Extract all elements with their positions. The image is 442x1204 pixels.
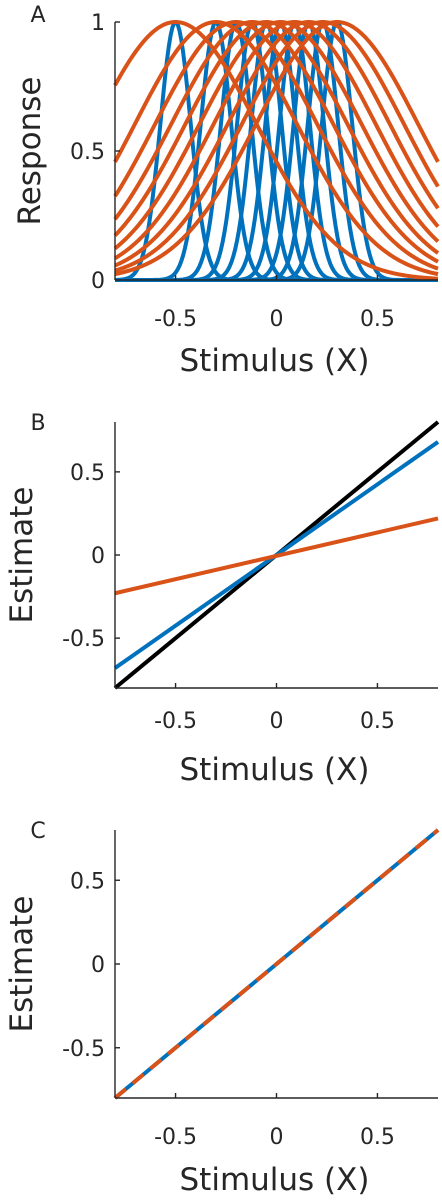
panel-letter: C bbox=[30, 819, 45, 844]
y-axis-label: Estimate bbox=[4, 896, 40, 1033]
panel-letter: A bbox=[30, 3, 45, 28]
y-tick-label: -0.5 bbox=[62, 627, 105, 652]
y-tick-label: 1 bbox=[91, 11, 105, 36]
plot-area bbox=[113, 20, 440, 282]
plot-area bbox=[113, 420, 440, 690]
orange-tuning-curve bbox=[114, 20, 440, 273]
x-axis-label: Stimulus (X) bbox=[180, 343, 370, 379]
x-tick-label: -0.5 bbox=[154, 307, 197, 332]
panel-b: -0.5 0 0.5 -0.5 0 0.5 Stimulus (X) Estimate B bbox=[4, 411, 440, 788]
orange-tuning-curve bbox=[114, 20, 440, 277]
y-tick-label: -0.5 bbox=[62, 1037, 105, 1062]
y-tick-label: 0 bbox=[91, 269, 105, 294]
x-tick-label: 0 bbox=[270, 1125, 284, 1150]
x-axis-label: Stimulus (X) bbox=[180, 752, 370, 788]
x-tick-label: 0 bbox=[270, 709, 284, 734]
y-axis-label: Response bbox=[12, 77, 48, 226]
estimate-line bbox=[113, 828, 440, 1100]
y-tick-label: 0.5 bbox=[70, 140, 105, 165]
panel-c: -0.5 0 0.5 -0.5 0 0.5 Stimulus (X) Estimate C bbox=[4, 819, 440, 1198]
x-tick-label: -0.5 bbox=[154, 1125, 197, 1150]
orange-tuning-curve bbox=[113, 20, 439, 281]
estimate-line bbox=[114, 516, 439, 596]
y-tick-label: 0 bbox=[91, 544, 105, 569]
y-tick-label: 0 bbox=[91, 953, 105, 978]
y-tick-label: 0.5 bbox=[70, 461, 105, 486]
x-axis-label: Stimulus (X) bbox=[180, 1162, 370, 1198]
orange-tuning-curve bbox=[113, 20, 439, 271]
y-axis-label: Estimate bbox=[4, 487, 40, 624]
panel-a: -0.5 0 0.5 0 0.5 1 Stimulus (X) Response A bbox=[12, 3, 440, 379]
orange-tuning-curve bbox=[113, 20, 440, 250]
x-tick-label: 0 bbox=[270, 307, 284, 332]
x-tick-label: 0.5 bbox=[360, 307, 395, 332]
orange-tuning-curve bbox=[114, 20, 440, 268]
plot-area bbox=[113, 828, 440, 1100]
x-tick-label: 0.5 bbox=[360, 709, 395, 734]
x-tick-label: -0.5 bbox=[154, 709, 197, 734]
orange-tuning-curve bbox=[113, 20, 440, 260]
orange-tuning-curve bbox=[113, 20, 439, 264]
panel-letter: B bbox=[30, 411, 45, 436]
x-tick-label: 0.5 bbox=[360, 1125, 395, 1150]
y-tick-label: 0.5 bbox=[70, 869, 105, 894]
